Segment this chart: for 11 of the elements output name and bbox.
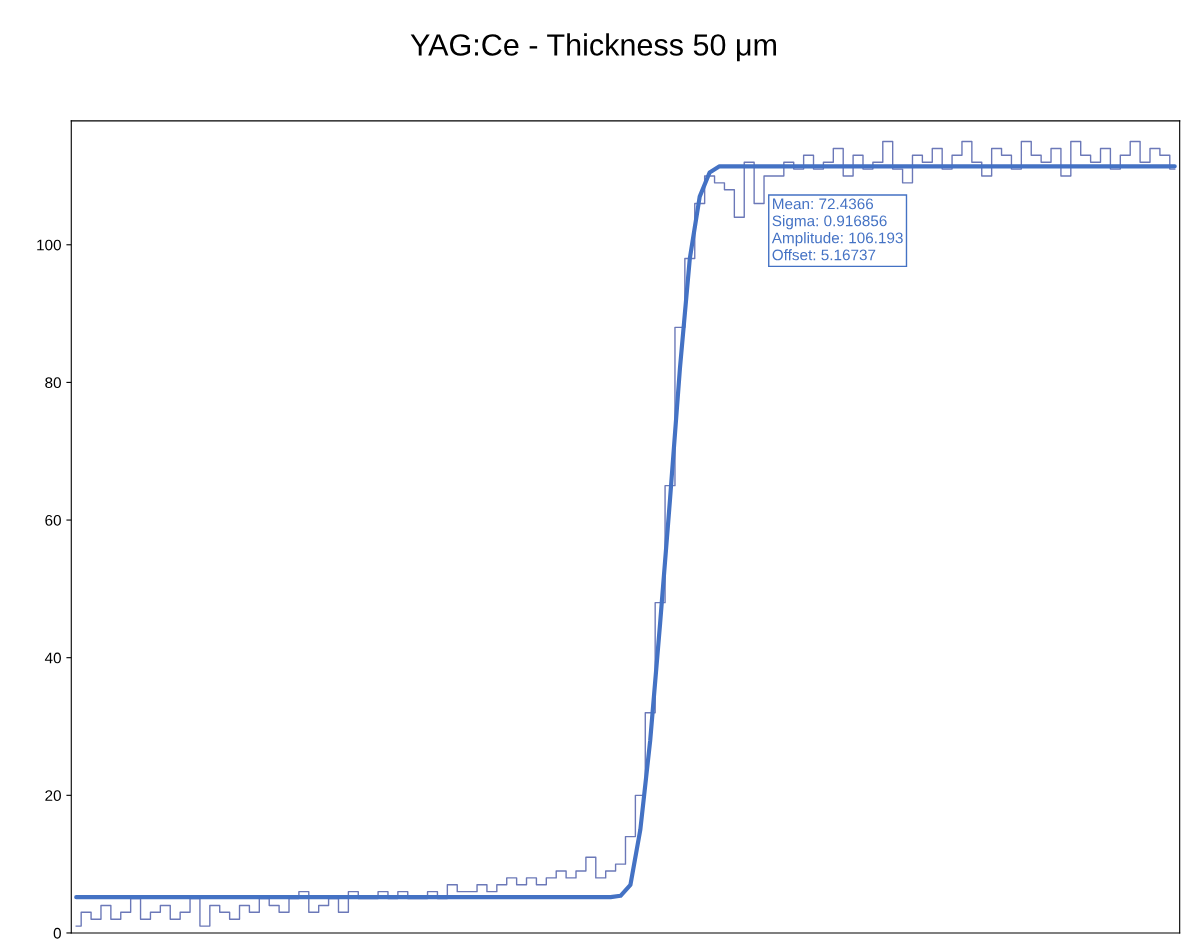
y-tick-label: 0 bbox=[53, 927, 61, 939]
y-tick-label: 60 bbox=[45, 514, 61, 526]
y-tick-label: 80 bbox=[45, 377, 61, 389]
annotation: Mean: 72.4366 bbox=[773, 198, 874, 210]
chart-title: YAG:Ce - Thickness 50 μm bbox=[410, 33, 776, 62]
y-tick-label: 40 bbox=[44, 652, 61, 664]
annotation: Offset: 5.16737 bbox=[772, 249, 876, 261]
annotation: Sigma: 0.916856 bbox=[772, 215, 887, 230]
y-tick-label: 20 bbox=[45, 790, 61, 802]
y-tick-label: 100 bbox=[37, 239, 61, 251]
annotation: Amplitude: 106.193 bbox=[771, 232, 903, 247]
